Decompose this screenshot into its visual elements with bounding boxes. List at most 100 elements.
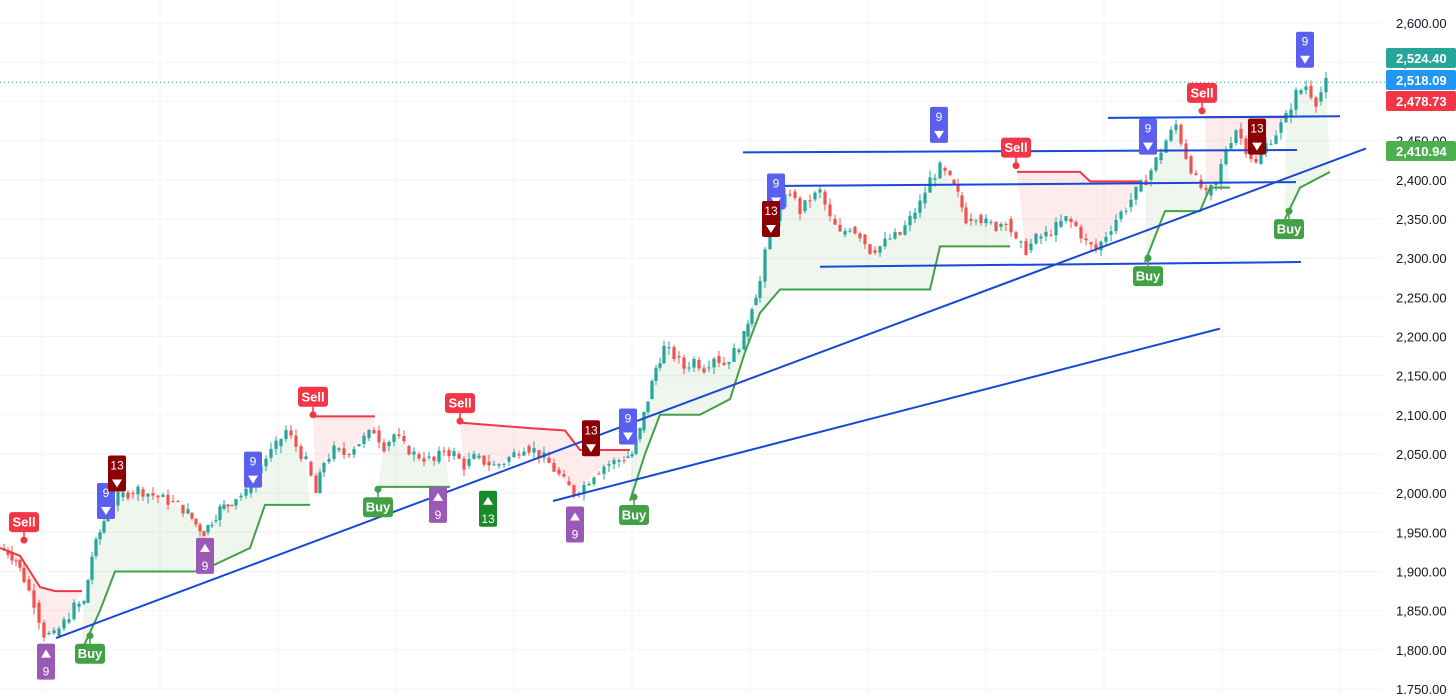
candle-body	[151, 493, 155, 496]
candle-body	[863, 234, 867, 245]
candle-body	[803, 200, 807, 212]
candle-body	[304, 456, 308, 459]
signal-box	[9, 512, 39, 533]
candle-body	[427, 456, 431, 458]
sell-signal: Sell	[9, 512, 39, 544]
candle-body	[1149, 170, 1153, 180]
price-tag-label: 2,410.94	[1396, 144, 1447, 159]
candle-body	[214, 520, 218, 522]
candle-body	[32, 590, 36, 608]
candle-body	[1089, 242, 1093, 245]
price-tag-box	[1386, 48, 1456, 68]
candle-body	[222, 504, 226, 509]
candle-body	[763, 249, 767, 282]
candle-body	[1174, 124, 1178, 130]
price-axis[interactable]: 1,750.00 1,800.00 1,850.00 1,900.00 1,950.00…	[1396, 16, 1447, 697]
candle-body	[687, 367, 691, 369]
candle-body	[587, 483, 591, 486]
y-tick-label: 2,600.00	[1396, 16, 1447, 31]
signal-label: Buy	[1277, 222, 1302, 237]
trail-fill	[1145, 124, 1230, 263]
arrow-up-icon	[200, 543, 210, 552]
candle-body	[402, 436, 406, 442]
candle-body	[377, 430, 381, 443]
price-tag-label: 2,518.09	[1396, 73, 1447, 88]
candle-body	[1104, 236, 1108, 242]
candle-body	[918, 200, 922, 213]
candle-body	[984, 218, 988, 224]
y-tick-label: 1,950.00	[1396, 525, 1447, 540]
td-number: 9	[435, 508, 442, 522]
candle-body	[126, 492, 130, 499]
candle-body	[57, 628, 61, 636]
td-number: 9	[572, 527, 579, 541]
candle-body	[397, 434, 401, 437]
td-count-up: 9	[37, 643, 55, 680]
td-box	[930, 106, 948, 143]
candle-body	[72, 602, 76, 620]
y-tick-label: 1,800.00	[1396, 643, 1447, 658]
candle-body	[210, 524, 214, 526]
candle-body	[883, 238, 887, 247]
candle-body	[309, 461, 313, 476]
candle-body	[537, 450, 541, 458]
signal-label: Buy	[622, 508, 647, 523]
trendline[interactable]	[769, 181, 1297, 188]
td-count-down: 9	[244, 451, 262, 488]
candle-body	[1319, 92, 1323, 102]
candle-body	[1269, 143, 1273, 145]
candle-body	[1204, 187, 1208, 191]
candle-body	[979, 215, 983, 224]
candle-body	[477, 455, 481, 458]
candle-body	[1194, 173, 1198, 175]
candle-body	[650, 380, 654, 400]
candle-body	[732, 348, 736, 363]
td-box	[479, 490, 497, 527]
candle-body	[407, 446, 411, 455]
y-tick-label: 1,900.00	[1396, 564, 1447, 579]
candle-body	[1034, 233, 1038, 244]
td-count-down: 9	[619, 408, 637, 445]
candle-body	[1229, 143, 1233, 149]
candle-body	[1014, 232, 1018, 239]
candle-body	[299, 446, 303, 459]
candle-body	[244, 488, 248, 496]
signal-box	[1274, 219, 1304, 240]
candle-body	[1084, 238, 1088, 241]
candle-body	[432, 456, 436, 461]
price-tag-label: 2,478.73	[1396, 94, 1447, 109]
sell-signal: Sell	[298, 386, 328, 419]
candle-body	[1164, 140, 1168, 153]
candle-body	[1274, 135, 1278, 144]
candle-body	[472, 453, 476, 460]
candle-body	[702, 368, 706, 373]
trail-line-bullish	[81, 503, 310, 651]
trendline[interactable]	[1107, 115, 1341, 119]
candle-body	[202, 531, 206, 537]
candle-body	[677, 356, 681, 358]
candle-body	[1094, 244, 1098, 251]
td-count-up: 9	[429, 486, 447, 523]
td-number: 13	[1250, 122, 1264, 136]
trendline[interactable]	[55, 147, 1367, 640]
candle-body	[692, 358, 696, 368]
td-box	[429, 486, 447, 523]
candle-body	[527, 446, 531, 453]
price-tag-box	[1386, 141, 1456, 161]
trendlines[interactable]	[55, 115, 1367, 640]
candle-body	[22, 567, 26, 583]
candle-body	[750, 309, 754, 324]
signal-label: Sell	[1004, 140, 1027, 155]
candle-body	[532, 448, 536, 453]
trendline[interactable]	[819, 261, 1302, 268]
td-number: 9	[1302, 35, 1309, 49]
candle-body	[332, 445, 336, 459]
trail-line-bearish	[0, 547, 82, 593]
candle-body	[612, 459, 616, 465]
candle-body	[833, 218, 837, 225]
candle-body	[37, 602, 41, 623]
candle-body	[90, 556, 94, 580]
trendline[interactable]	[552, 327, 1221, 502]
